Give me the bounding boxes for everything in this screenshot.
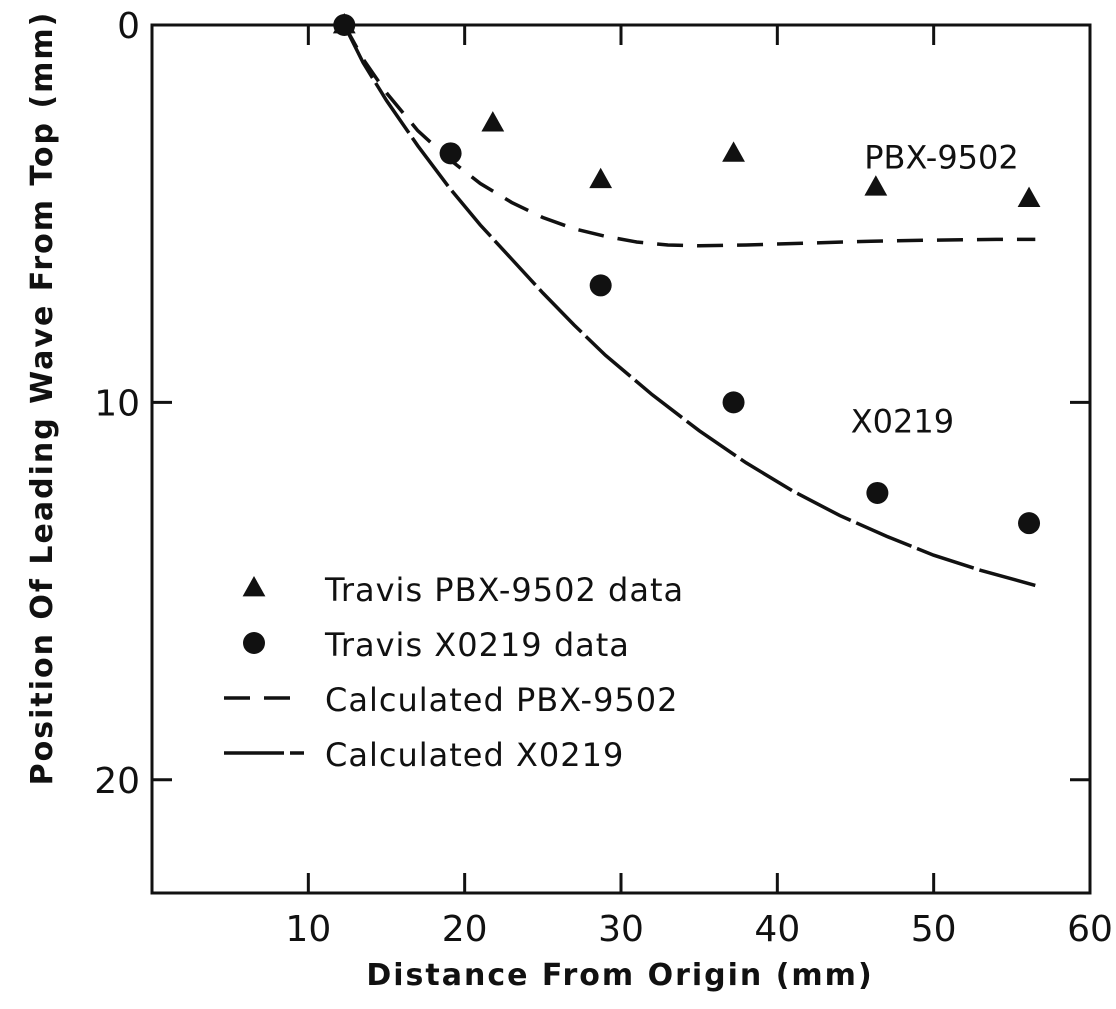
legend-label: Travis PBX-9502 data (324, 571, 684, 609)
series-lines (342, 24, 1036, 588)
x-tick-label: 10 (285, 909, 331, 950)
x-axis-title: Distance From Origin (mm) (366, 958, 873, 993)
legend-marker-circle (243, 632, 265, 654)
series-line (342, 24, 1036, 248)
data-point-circle (333, 14, 356, 36)
legend: Travis PBX-9502 data Travis X0219 data Cal… (224, 571, 684, 774)
data-point-circle (722, 391, 745, 414)
data-point-circle (439, 142, 462, 165)
data-point-triangle (589, 167, 613, 189)
data-point-circle (1018, 512, 1041, 535)
series-line (342, 24, 1036, 588)
data-point-triangle (1017, 186, 1041, 207)
legend-label: Calculated PBX-9502 (325, 681, 679, 719)
legend-label: Travis X0219 data (324, 626, 630, 664)
data-point-triangle (864, 175, 888, 196)
series-annotation: X0219 (851, 403, 954, 441)
series-annotation: PBX-9502 (864, 138, 1019, 176)
x-tick-label: 20 (442, 909, 488, 950)
x-tick-label: 30 (598, 909, 644, 950)
y-axis-title: Position Of Leading Wave From Top (mm) (25, 11, 60, 786)
data-point-circle (589, 274, 612, 297)
y-tick-label: 10 (94, 383, 140, 424)
legend-marker-triangle (242, 576, 266, 597)
legend-label: Calculated X0219 (325, 736, 624, 774)
axis-ticks: 10 20 30 40 50 60 0 10 20 (94, 6, 1113, 950)
x-tick-label: 60 (1067, 909, 1113, 950)
text-labels: PBX-9502 X0219 (851, 138, 1019, 440)
series-points (332, 13, 1041, 535)
y-tick-label: 0 (117, 6, 140, 47)
data-point-triangle (481, 111, 505, 132)
data-point-circle (866, 481, 889, 504)
x-tick-label: 40 (754, 909, 800, 950)
y-tick-label: 20 (94, 761, 140, 802)
data-point-triangle (722, 141, 745, 162)
x-tick-label: 50 (911, 909, 957, 950)
